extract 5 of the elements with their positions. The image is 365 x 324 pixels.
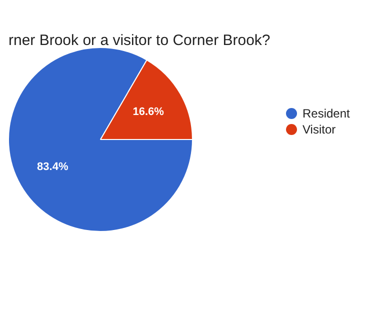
data-label: 83.4%	[37, 161, 68, 173]
data-label: 16.6%	[132, 106, 164, 118]
chart-title: rner Brook or a visitor to Corner Brook?	[8, 32, 270, 49]
legend-label: Visitor	[302, 122, 336, 136]
legend-label: Resident	[302, 106, 351, 120]
